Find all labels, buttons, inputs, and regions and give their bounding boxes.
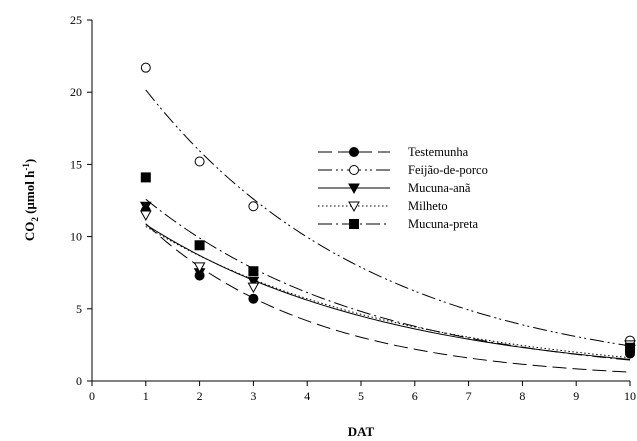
x-tick-label: 1 xyxy=(143,389,149,403)
fit-curves xyxy=(145,89,631,373)
y-tick-label: 15 xyxy=(70,157,82,171)
y-axis-title-sub: 2 xyxy=(30,217,40,222)
legend-marker xyxy=(348,183,360,195)
data-point xyxy=(140,172,151,183)
legend-label: Testemunha xyxy=(408,145,469,159)
legend-label: Feijão-de-porco xyxy=(408,163,488,177)
x-tick-labels: 0 1 2 3 4 5 6 7 8 9 10 xyxy=(89,389,636,403)
legend-marker xyxy=(349,219,359,229)
data-point xyxy=(194,240,205,251)
legend-marker xyxy=(349,165,359,175)
y-tick-labels: 0 5 10 15 20 25 xyxy=(70,13,82,388)
legend-label: Milheto xyxy=(408,199,448,213)
fit-curve-milheto xyxy=(145,226,631,359)
y-axis-title-close: ) xyxy=(22,159,37,163)
y-tick-label: 10 xyxy=(70,230,82,244)
y-tick-label: 5 xyxy=(76,302,82,316)
fit-curve-mucuna-an- xyxy=(145,224,631,360)
fit-curve-feij-o-de-porco xyxy=(145,89,631,347)
data-point xyxy=(625,342,635,353)
legend: Testemunha Feijão-de-porco Mucuna-anã Milhe… xyxy=(318,145,488,231)
x-tick-label: 8 xyxy=(519,389,525,403)
y-axis-title-rest: (µmol h xyxy=(22,170,37,217)
y-axis-title: CO2 (µmol h-1) xyxy=(21,159,40,241)
y-axis-title-sup: -1 xyxy=(21,163,31,171)
y-tick-label: 25 xyxy=(70,13,82,27)
y-axis-title-main: CO xyxy=(22,222,37,242)
data-point xyxy=(139,210,152,221)
data-point xyxy=(247,282,260,294)
x-tick-label: 10 xyxy=(624,389,636,403)
x-tick-label: 9 xyxy=(573,389,579,403)
data-point xyxy=(248,266,259,277)
x-tick-label: 2 xyxy=(197,389,203,403)
data-point xyxy=(193,262,206,273)
y-tick-label: 0 xyxy=(76,374,82,388)
data-points xyxy=(139,62,636,359)
data-point xyxy=(247,276,260,288)
tick-layer xyxy=(87,19,631,386)
legend-marker xyxy=(348,201,360,213)
axes xyxy=(91,20,630,382)
x-tick-label: 7 xyxy=(466,389,472,403)
x-tick-label: 3 xyxy=(250,389,256,403)
legend-label: Mucuna-preta xyxy=(408,217,479,231)
x-tick-label: 0 xyxy=(89,389,95,403)
y-tick-label: 20 xyxy=(70,85,82,99)
x-tick-label: 6 xyxy=(412,389,418,403)
data-point xyxy=(194,156,205,167)
data-point xyxy=(248,293,259,304)
legend-label: Mucuna-anã xyxy=(408,181,471,195)
x-tick-label: 5 xyxy=(358,389,364,403)
x-tick-label: 4 xyxy=(304,389,310,403)
x-axis-title: DAT xyxy=(348,424,375,439)
data-point xyxy=(248,201,259,212)
fit-curve-testemunha xyxy=(145,223,631,373)
legend-marker xyxy=(349,147,359,157)
data-point xyxy=(139,201,152,213)
fit-curve-mucuna-preta xyxy=(145,198,631,361)
data-point xyxy=(140,62,151,73)
